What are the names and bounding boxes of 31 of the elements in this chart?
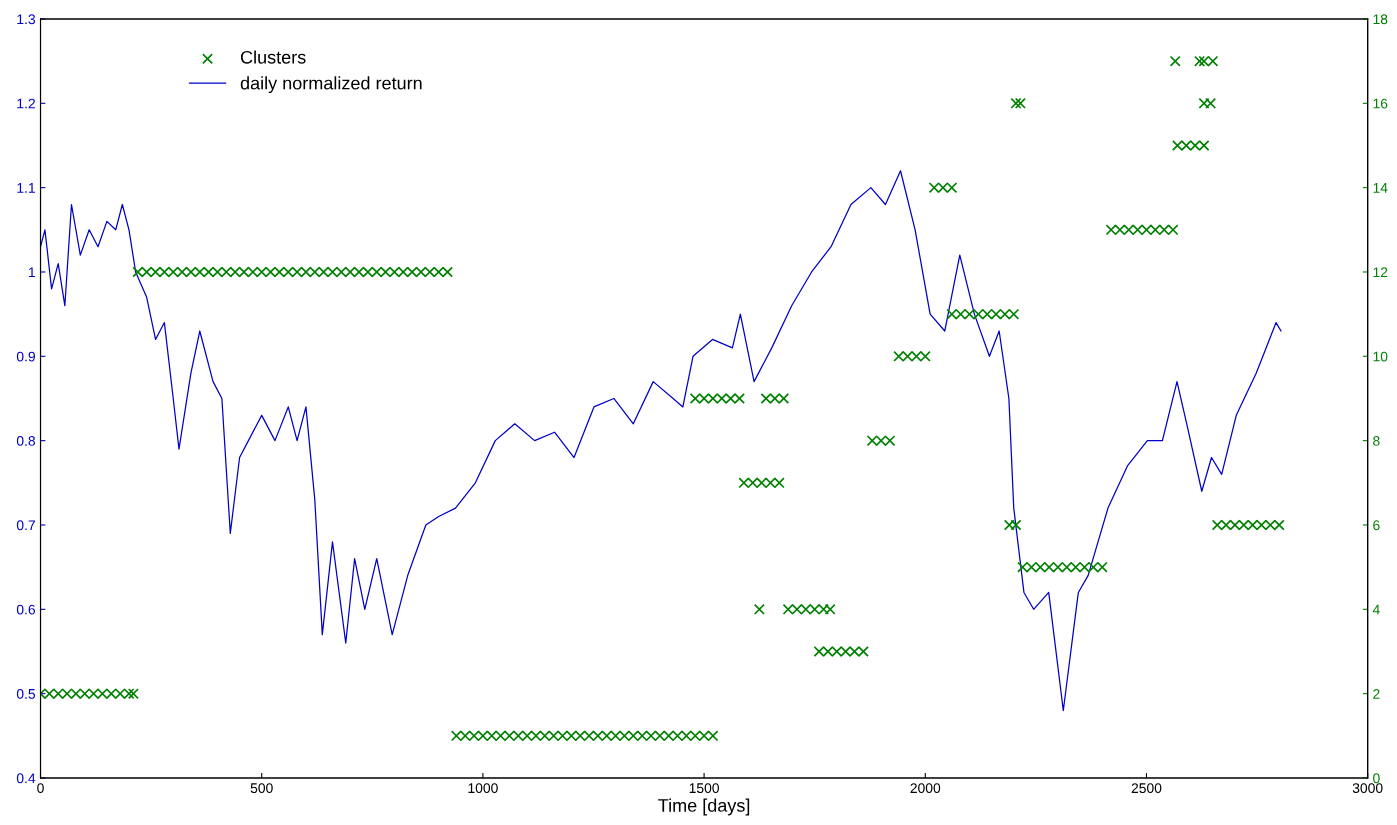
x-axis-title: Time [days] [658, 798, 750, 816]
y-tick-label: 1.1 [17, 183, 35, 193]
y2-tick-label: 8 [1373, 435, 1380, 446]
legend-label: Clusters [240, 50, 306, 64]
y-tick-label: 0.7 [16, 520, 35, 531]
y-tick-label: 1.2 [17, 98, 35, 109]
y-tick-label: 1.3 [17, 14, 36, 25]
y2-tick-label: 12 [1373, 267, 1388, 278]
y2-tick-label: 16 [1373, 98, 1388, 109]
x-tick-label: 1000 [468, 783, 498, 794]
x-tick-label: 500 [250, 783, 273, 794]
y-tick-label: 0.9 [16, 351, 35, 362]
y2-tick-label: 2 [1373, 688, 1380, 699]
y-tick-label: 0.5 [16, 688, 36, 699]
x-tick-label: 2000 [910, 783, 941, 794]
x-tick-label: 0 [37, 783, 44, 794]
y2-tick-label: 10 [1373, 351, 1388, 362]
legend-label: daily normalized return [240, 76, 422, 94]
x-tick-label: 2500 [1131, 783, 1162, 794]
y2-tick-label: 4 [1372, 604, 1380, 615]
y2-tick-label: 18 [1373, 14, 1388, 25]
x-tick-label: 1500 [689, 783, 719, 794]
line-series [40, 170, 1282, 712]
x-tick-label: 3000 [1352, 783, 1383, 794]
y2-tick-label: 0 [1373, 773, 1380, 784]
y2-tick-label: 6 [1373, 520, 1380, 531]
y2-tick-label: 14 [1373, 183, 1388, 193]
y-tick-label: 1 [28, 267, 35, 278]
y-tick-label: 0.4 [16, 773, 36, 784]
y-tick-label: 0.8 [16, 435, 36, 446]
y-tick-label: 0.6 [16, 604, 36, 615]
